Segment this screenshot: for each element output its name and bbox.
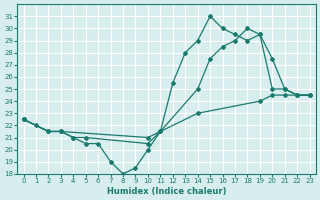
X-axis label: Humidex (Indice chaleur): Humidex (Indice chaleur): [107, 187, 226, 196]
